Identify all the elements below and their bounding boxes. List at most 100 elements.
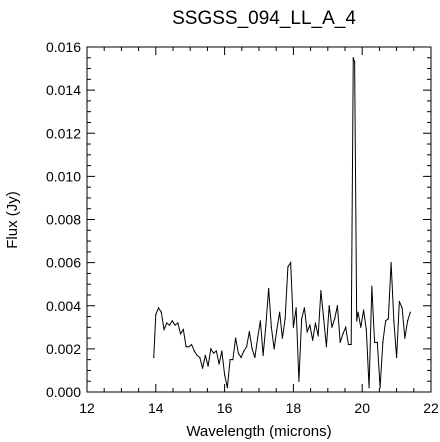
data-point <box>179 333 182 335</box>
data-point <box>382 341 384 344</box>
y-tick-label: 0.010 <box>46 168 81 184</box>
data-point <box>323 318 325 320</box>
data-point <box>188 346 190 348</box>
data-point <box>265 324 267 326</box>
data-point <box>387 318 389 320</box>
data-point <box>334 318 336 320</box>
data-point <box>237 352 239 354</box>
data-point <box>279 311 281 313</box>
data-point <box>235 337 237 339</box>
data-point <box>371 285 373 287</box>
data-point <box>248 331 250 333</box>
data-point <box>163 328 165 331</box>
data-point <box>218 363 220 365</box>
data-point <box>356 320 358 322</box>
data-point <box>301 318 303 320</box>
data-point <box>396 356 398 359</box>
data-point <box>306 331 308 333</box>
data-point <box>360 326 362 328</box>
data-point <box>251 348 253 350</box>
data-point <box>331 326 333 328</box>
data-point <box>404 337 406 339</box>
x-tick-label: 16 <box>217 400 233 416</box>
data-point <box>243 350 245 352</box>
data-point <box>320 290 322 292</box>
data-point <box>171 320 173 322</box>
data-point <box>362 309 365 311</box>
data-point <box>398 300 400 303</box>
data-point <box>292 326 294 328</box>
y-tick-label: 0.006 <box>46 255 81 271</box>
x-tick-label: 22 <box>423 400 439 416</box>
data-point <box>295 307 297 309</box>
data-point <box>174 324 176 326</box>
data-point <box>166 322 168 324</box>
data-point <box>212 352 215 354</box>
data-point <box>207 365 209 367</box>
data-point <box>379 387 381 389</box>
data-point <box>365 328 367 331</box>
data-point <box>215 350 217 352</box>
data-point <box>345 326 347 328</box>
data-point <box>357 311 359 313</box>
data-point <box>224 374 226 376</box>
y-tick-label: 0.004 <box>46 298 81 314</box>
data-point <box>290 262 292 264</box>
data-point <box>407 320 409 322</box>
y-axis-label: Flux (Jy) <box>4 191 21 249</box>
data-point <box>352 57 354 59</box>
data-point <box>240 356 242 359</box>
data-point <box>409 311 411 313</box>
data-point <box>168 324 171 326</box>
data-point <box>314 322 317 324</box>
y-tick-label: 0.002 <box>46 341 81 357</box>
chart-title: SSGSS_094_LL_A_4 <box>172 8 356 29</box>
data-point <box>193 350 195 352</box>
data-point <box>276 328 278 331</box>
data-point <box>339 341 341 344</box>
data-point <box>157 307 160 309</box>
tick-labels: 12 14 16 18 20 22 0.000 0.002 0.004 0.006 0.008 0.0… <box>46 39 439 416</box>
data-point <box>298 380 300 382</box>
data-point <box>221 350 223 352</box>
axis-ticks <box>86 46 432 393</box>
data-point <box>199 356 201 359</box>
data-point <box>273 348 275 350</box>
data-point <box>259 320 261 322</box>
data-point <box>254 356 256 359</box>
data-point <box>196 354 198 356</box>
x-axis-label: Wavelength (microns) <box>186 423 331 440</box>
data-point <box>210 348 212 350</box>
y-tick-label: 0.000 <box>46 384 81 400</box>
data-point <box>155 313 157 315</box>
data-point <box>185 346 187 348</box>
y-tick-label: 0.016 <box>46 39 81 55</box>
data-point <box>268 287 270 290</box>
data-point <box>262 354 264 356</box>
data-point <box>204 354 206 356</box>
data-point <box>281 337 283 339</box>
data-point <box>354 61 356 63</box>
data-point <box>350 343 352 346</box>
data-point <box>368 387 370 389</box>
data-point <box>257 337 259 339</box>
data-point <box>287 266 289 268</box>
data-point <box>342 333 344 335</box>
data-point <box>312 339 314 341</box>
data-point <box>390 262 392 264</box>
data-points <box>153 57 411 389</box>
data-point <box>303 307 306 309</box>
data-point <box>384 320 387 322</box>
y-tick-label: 0.014 <box>46 82 81 98</box>
x-tick-label: 18 <box>286 400 302 416</box>
data-point <box>284 318 286 320</box>
data-point <box>401 307 403 309</box>
data-point <box>226 387 228 389</box>
data-point <box>229 359 231 361</box>
data-point <box>336 305 339 307</box>
flux-series-line <box>153 57 411 388</box>
data-point <box>393 320 395 322</box>
data-point <box>190 343 193 346</box>
data-point <box>201 367 204 369</box>
